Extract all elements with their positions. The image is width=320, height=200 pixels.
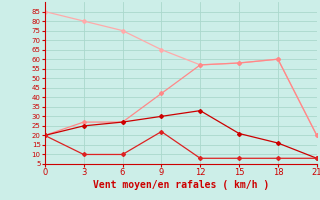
X-axis label: Vent moyen/en rafales ( km/h ): Vent moyen/en rafales ( km/h ) — [93, 180, 269, 190]
